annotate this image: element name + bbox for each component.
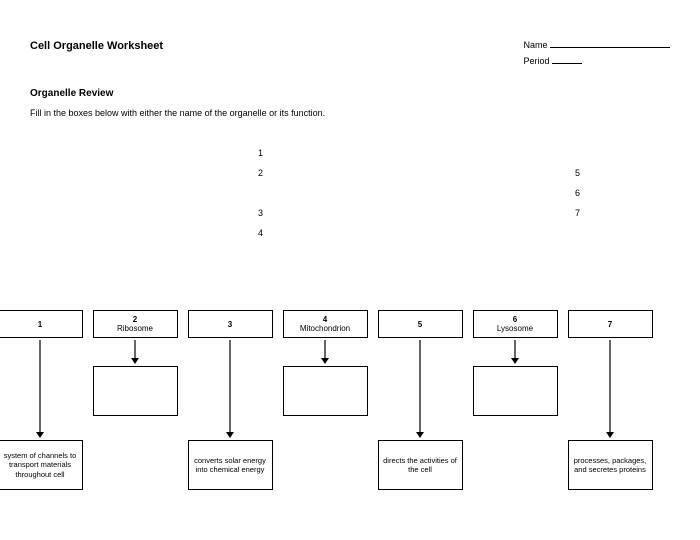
period-label: Period [523, 56, 549, 66]
organelle-box[interactable]: 5 [378, 310, 463, 338]
arrow-down-icon [35, 340, 45, 438]
function-box[interactable]: converts solar energy into chemical ener… [188, 440, 273, 490]
list-number: 6 [575, 188, 580, 198]
organelle-box[interactable]: 1 [0, 310, 83, 338]
function-box[interactable]: system of channels to transport material… [0, 440, 83, 490]
list-number: 7 [575, 208, 580, 218]
flow-column: 3 converts solar energy into chemical en… [188, 310, 273, 490]
organelle-box[interactable]: 4Mitochondrion [283, 310, 368, 338]
section-subtitle: Organelle Review [30, 88, 113, 99]
list-number: 2 [258, 168, 263, 178]
organelle-box[interactable]: 3 [188, 310, 273, 338]
function-box[interactable]: processes, packages, and secretes protei… [568, 440, 653, 490]
arrow-down-icon [320, 340, 330, 364]
organelle-box[interactable]: 2Ribosome [93, 310, 178, 338]
period-input-line[interactable] [552, 63, 582, 64]
name-input-line[interactable] [550, 47, 670, 48]
arrow-down-icon [225, 340, 235, 438]
arrow-down-icon [130, 340, 140, 364]
function-box[interactable] [283, 366, 368, 416]
flow-column: 7 processes, packages, and secretes prot… [568, 310, 653, 490]
name-period-block: Name Period [523, 40, 670, 66]
arrow-down-icon [605, 340, 615, 438]
function-box[interactable] [93, 366, 178, 416]
instructions-text: Fill in the boxes below with either the … [30, 108, 325, 118]
list-number: 5 [575, 168, 580, 178]
flow-column: 6Lysosome [473, 310, 558, 416]
arrow-down-icon [415, 340, 425, 438]
flow-column: 2Ribosome [93, 310, 178, 416]
list-number: 4 [258, 228, 263, 238]
name-label: Name [523, 40, 547, 50]
flow-column: 1 system of channels to transport materi… [0, 310, 83, 490]
organelle-box[interactable]: 7 [568, 310, 653, 338]
function-box[interactable]: directs the activities of the cell [378, 440, 463, 490]
organelle-box[interactable]: 6Lysosome [473, 310, 558, 338]
flow-column: 4Mitochondrion [283, 310, 368, 416]
function-box[interactable] [473, 366, 558, 416]
list-number: 3 [258, 208, 263, 218]
arrow-down-icon [510, 340, 520, 364]
page-title: Cell Organelle Worksheet [30, 40, 163, 66]
list-number: 1 [258, 148, 263, 158]
flow-column: 5 directs the activities of the cell [378, 310, 463, 490]
